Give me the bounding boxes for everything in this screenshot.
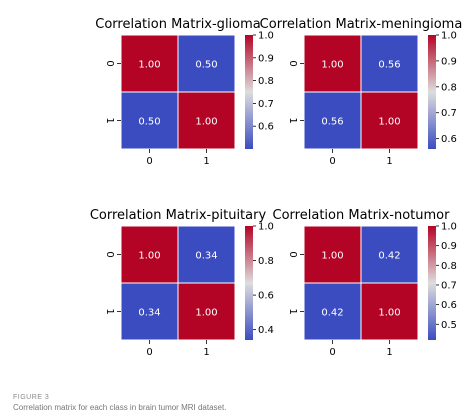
cell-annotation: 1.00 xyxy=(138,60,160,71)
colorbar xyxy=(428,35,436,149)
colorbar-tick-label: 0.8 xyxy=(258,256,274,267)
cell-annotation: 0.34 xyxy=(195,251,217,262)
heatmap-cell xyxy=(360,91,419,150)
colorbar-tick-label: 0.6 xyxy=(258,291,274,302)
y-tick-label: 0 xyxy=(287,60,298,66)
colorbar-tick-label: 1.0 xyxy=(258,31,274,42)
colorbar-tick-label: 0.6 xyxy=(441,134,457,145)
cell-annotation: 0.42 xyxy=(378,251,400,262)
heatmap-cell xyxy=(360,225,419,284)
y-tick-label: 0 xyxy=(287,251,298,257)
heatmap-cell xyxy=(303,282,362,341)
x-tick-label: 1 xyxy=(203,347,209,358)
colorbar-tick-label: 0.6 xyxy=(258,122,274,133)
colorbar-tick-label: 0.4 xyxy=(258,325,274,336)
cell-annotation: 1.00 xyxy=(195,308,217,319)
colorbar-tick-label: 0.9 xyxy=(258,53,274,64)
y-tick-label: 0 xyxy=(104,251,115,257)
colorbar-tick-label: 1.0 xyxy=(441,222,457,233)
figure-caption: Correlation matrix for each class in bra… xyxy=(13,403,227,412)
cell-annotation: 1.00 xyxy=(138,251,160,262)
heatmap-cell xyxy=(303,91,362,150)
heatmap-title: Correlation Matrix-notumor xyxy=(273,208,451,223)
x-tick-label: 1 xyxy=(203,156,209,167)
y-tick-label: 1 xyxy=(287,117,298,123)
heatmap-title: Correlation Matrix-glioma xyxy=(95,17,261,32)
cell-annotation: 0.56 xyxy=(378,60,400,71)
heatmap-title: Correlation Matrix-pituitary xyxy=(90,208,267,223)
colorbar-tick-label: 0.7 xyxy=(441,280,457,291)
y-tick-label: 0 xyxy=(104,60,115,66)
colorbar xyxy=(245,226,253,340)
cell-annotation: 0.50 xyxy=(195,60,217,71)
cell-annotation: 1.00 xyxy=(378,308,400,319)
heatmap-cell xyxy=(303,225,362,284)
cell-annotation: 1.00 xyxy=(195,117,217,128)
colorbar-tick-label: 0.8 xyxy=(441,82,457,93)
colorbar-tick-label: 0.7 xyxy=(441,108,457,119)
cell-annotation: 0.34 xyxy=(138,308,160,319)
heatmap-title: Correlation Matrix-meningioma xyxy=(260,17,463,32)
cell-annotation: 1.00 xyxy=(321,251,343,262)
colorbar xyxy=(428,226,436,340)
heatmap-cell xyxy=(177,91,236,150)
x-tick-label: 0 xyxy=(146,156,152,167)
colorbar-tick-label: 0.8 xyxy=(258,76,274,87)
cell-annotation: 1.00 xyxy=(321,60,343,71)
x-tick-label: 0 xyxy=(329,156,335,167)
x-tick-label: 1 xyxy=(386,156,392,167)
heatmap-cell xyxy=(120,34,179,93)
x-tick-label: 1 xyxy=(386,347,392,358)
colorbar-tick-label: 0.8 xyxy=(441,261,457,272)
x-tick-label: 0 xyxy=(329,347,335,358)
heatmap-cell xyxy=(177,282,236,341)
heatmap-cell xyxy=(120,91,179,150)
colorbar-tick-label: 1.0 xyxy=(258,222,274,233)
figure-number: FIGURE 3 xyxy=(13,394,50,401)
y-tick-label: 1 xyxy=(104,308,115,314)
cell-annotation: 0.42 xyxy=(321,308,343,319)
cell-annotation: 0.56 xyxy=(321,117,343,128)
heatmap-cell xyxy=(360,282,419,341)
colorbar-tick-label: 0.5 xyxy=(441,320,457,331)
y-tick-label: 1 xyxy=(287,308,298,314)
colorbar-tick-label: 0.7 xyxy=(258,99,274,110)
colorbar-tick-label: 0.9 xyxy=(441,56,457,67)
heatmap-cell xyxy=(177,225,236,284)
colorbar-tick-label: 0.9 xyxy=(441,241,457,252)
cell-annotation: 1.00 xyxy=(378,117,400,128)
y-tick-label: 1 xyxy=(104,117,115,123)
heatmap-cell xyxy=(360,34,419,93)
colorbar xyxy=(245,35,253,149)
colorbar-tick-label: 1.0 xyxy=(441,31,457,42)
x-tick-label: 0 xyxy=(146,347,152,358)
colorbar-tick-label: 0.6 xyxy=(441,300,457,311)
cell-annotation: 0.50 xyxy=(138,117,160,128)
heatmap-cell xyxy=(177,34,236,93)
